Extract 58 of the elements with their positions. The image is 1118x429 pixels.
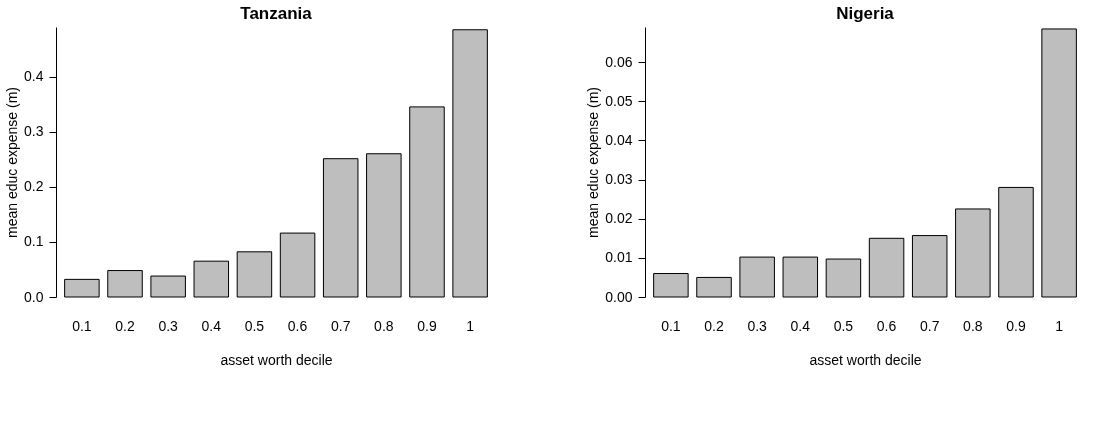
bar bbox=[366, 153, 402, 298]
y-tick-label: 0.03 bbox=[605, 171, 633, 188]
y-tick-label: 0.06 bbox=[605, 53, 633, 70]
chart-title: Nigeria bbox=[836, 4, 895, 23]
x-tick-label: 0.1 bbox=[72, 317, 92, 334]
y-axis-title: mean educ expense (m) bbox=[585, 87, 602, 238]
x-tick-label: 0.2 bbox=[704, 317, 724, 334]
bar bbox=[739, 256, 775, 298]
bar bbox=[150, 275, 186, 298]
x-tick-label: 0.4 bbox=[201, 317, 222, 334]
bar bbox=[322, 158, 359, 298]
x-tick-label: 0.3 bbox=[158, 317, 179, 334]
x-tick-label: 0.7 bbox=[919, 317, 940, 334]
bar bbox=[279, 232, 316, 298]
x-tick-label: 0.8 bbox=[963, 317, 983, 334]
bar bbox=[452, 29, 488, 298]
y-tick-label: 0.01 bbox=[605, 249, 633, 266]
bar bbox=[782, 256, 819, 298]
bar bbox=[955, 208, 991, 298]
bar bbox=[409, 106, 445, 298]
y-tick-label: 0.0 bbox=[24, 288, 44, 305]
x-tick-label: 0.4 bbox=[790, 317, 811, 334]
bar bbox=[193, 260, 230, 298]
x-axis-title: asset worth decile bbox=[220, 351, 333, 368]
x-tick-label: 0.2 bbox=[115, 317, 135, 334]
x-tick-label: 0.8 bbox=[374, 317, 394, 334]
bar bbox=[696, 276, 732, 298]
x-tick-label: 0.6 bbox=[287, 317, 308, 334]
bar bbox=[868, 237, 905, 298]
x-tick-label: 0.7 bbox=[330, 317, 351, 334]
x-tick-label: 1 bbox=[466, 317, 475, 334]
x-tick-label: 0.3 bbox=[747, 317, 768, 334]
x-tick-label: 0.5 bbox=[833, 317, 854, 334]
x-tick-label: 0.5 bbox=[244, 317, 265, 334]
x-tick-label: 0.6 bbox=[876, 317, 897, 334]
y-tick-label: 0.3 bbox=[24, 123, 44, 140]
x-tick-label: 0.9 bbox=[1006, 317, 1026, 334]
bar bbox=[825, 258, 862, 298]
x-tick-label: 0.9 bbox=[417, 317, 437, 334]
y-tick-label: 0.05 bbox=[605, 92, 633, 109]
bar bbox=[998, 186, 1034, 298]
bar bbox=[911, 235, 948, 298]
bar bbox=[107, 270, 143, 298]
x-axis-title: asset worth decile bbox=[809, 351, 922, 368]
y-tick-label: 0.02 bbox=[605, 210, 633, 227]
y-tick-label: 0.2 bbox=[24, 178, 44, 195]
chart-title: Tanzania bbox=[240, 4, 313, 23]
bar bbox=[1041, 28, 1077, 298]
bar bbox=[64, 278, 100, 298]
y-tick-label: 0.1 bbox=[24, 233, 44, 250]
y-axis-title: mean educ expense (m) bbox=[4, 87, 21, 238]
y-tick-label: 0.4 bbox=[24, 68, 44, 85]
x-tick-label: 0.1 bbox=[661, 317, 681, 334]
y-tick-label: 0.00 bbox=[605, 288, 633, 305]
bar bbox=[236, 251, 273, 298]
y-tick-label: 0.04 bbox=[605, 131, 633, 148]
x-tick-label: 1 bbox=[1055, 317, 1064, 334]
bar bbox=[653, 273, 689, 298]
